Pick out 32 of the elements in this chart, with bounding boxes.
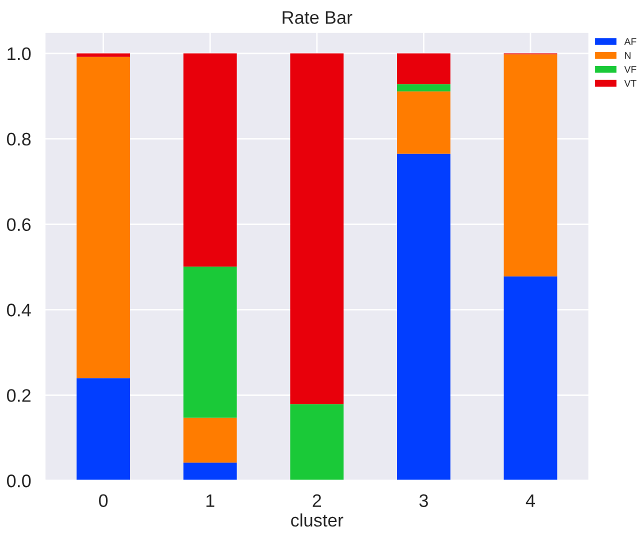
legend-label: AF xyxy=(624,38,636,45)
legend-label: VF xyxy=(624,66,636,73)
bar xyxy=(290,53,344,404)
bar xyxy=(290,404,344,481)
bar xyxy=(76,378,130,481)
x-tick-label: 2 xyxy=(312,494,322,507)
y-tick-label: 0.6 xyxy=(7,218,31,231)
y-tick-label: 0.2 xyxy=(7,389,30,402)
x-axis-title: cluster xyxy=(291,513,344,527)
bar xyxy=(76,56,130,378)
bar xyxy=(504,276,558,481)
bar xyxy=(183,462,237,481)
y-tick-label: 0.8 xyxy=(7,132,31,146)
bar xyxy=(183,266,237,418)
x-tick-label: 4 xyxy=(526,494,535,507)
y-tick-label: 0.0 xyxy=(7,474,31,488)
bar xyxy=(397,84,450,92)
legend-label: VT xyxy=(624,80,636,87)
y-tick-label: 0.4 xyxy=(7,304,31,316)
x-tick-label: 3 xyxy=(419,494,428,508)
x-tick-label: 0 xyxy=(99,494,108,508)
bar xyxy=(504,54,558,276)
y-tick-label: 1.0 xyxy=(8,47,31,60)
legend-label: N xyxy=(625,52,630,59)
bar xyxy=(76,53,130,57)
bar xyxy=(397,53,450,84)
x-tick-label: 1 xyxy=(206,494,214,507)
chart-title: Rate Bar xyxy=(282,11,352,24)
bar xyxy=(397,91,450,154)
bar xyxy=(183,53,237,267)
bar xyxy=(397,154,450,481)
bar xyxy=(183,418,237,463)
